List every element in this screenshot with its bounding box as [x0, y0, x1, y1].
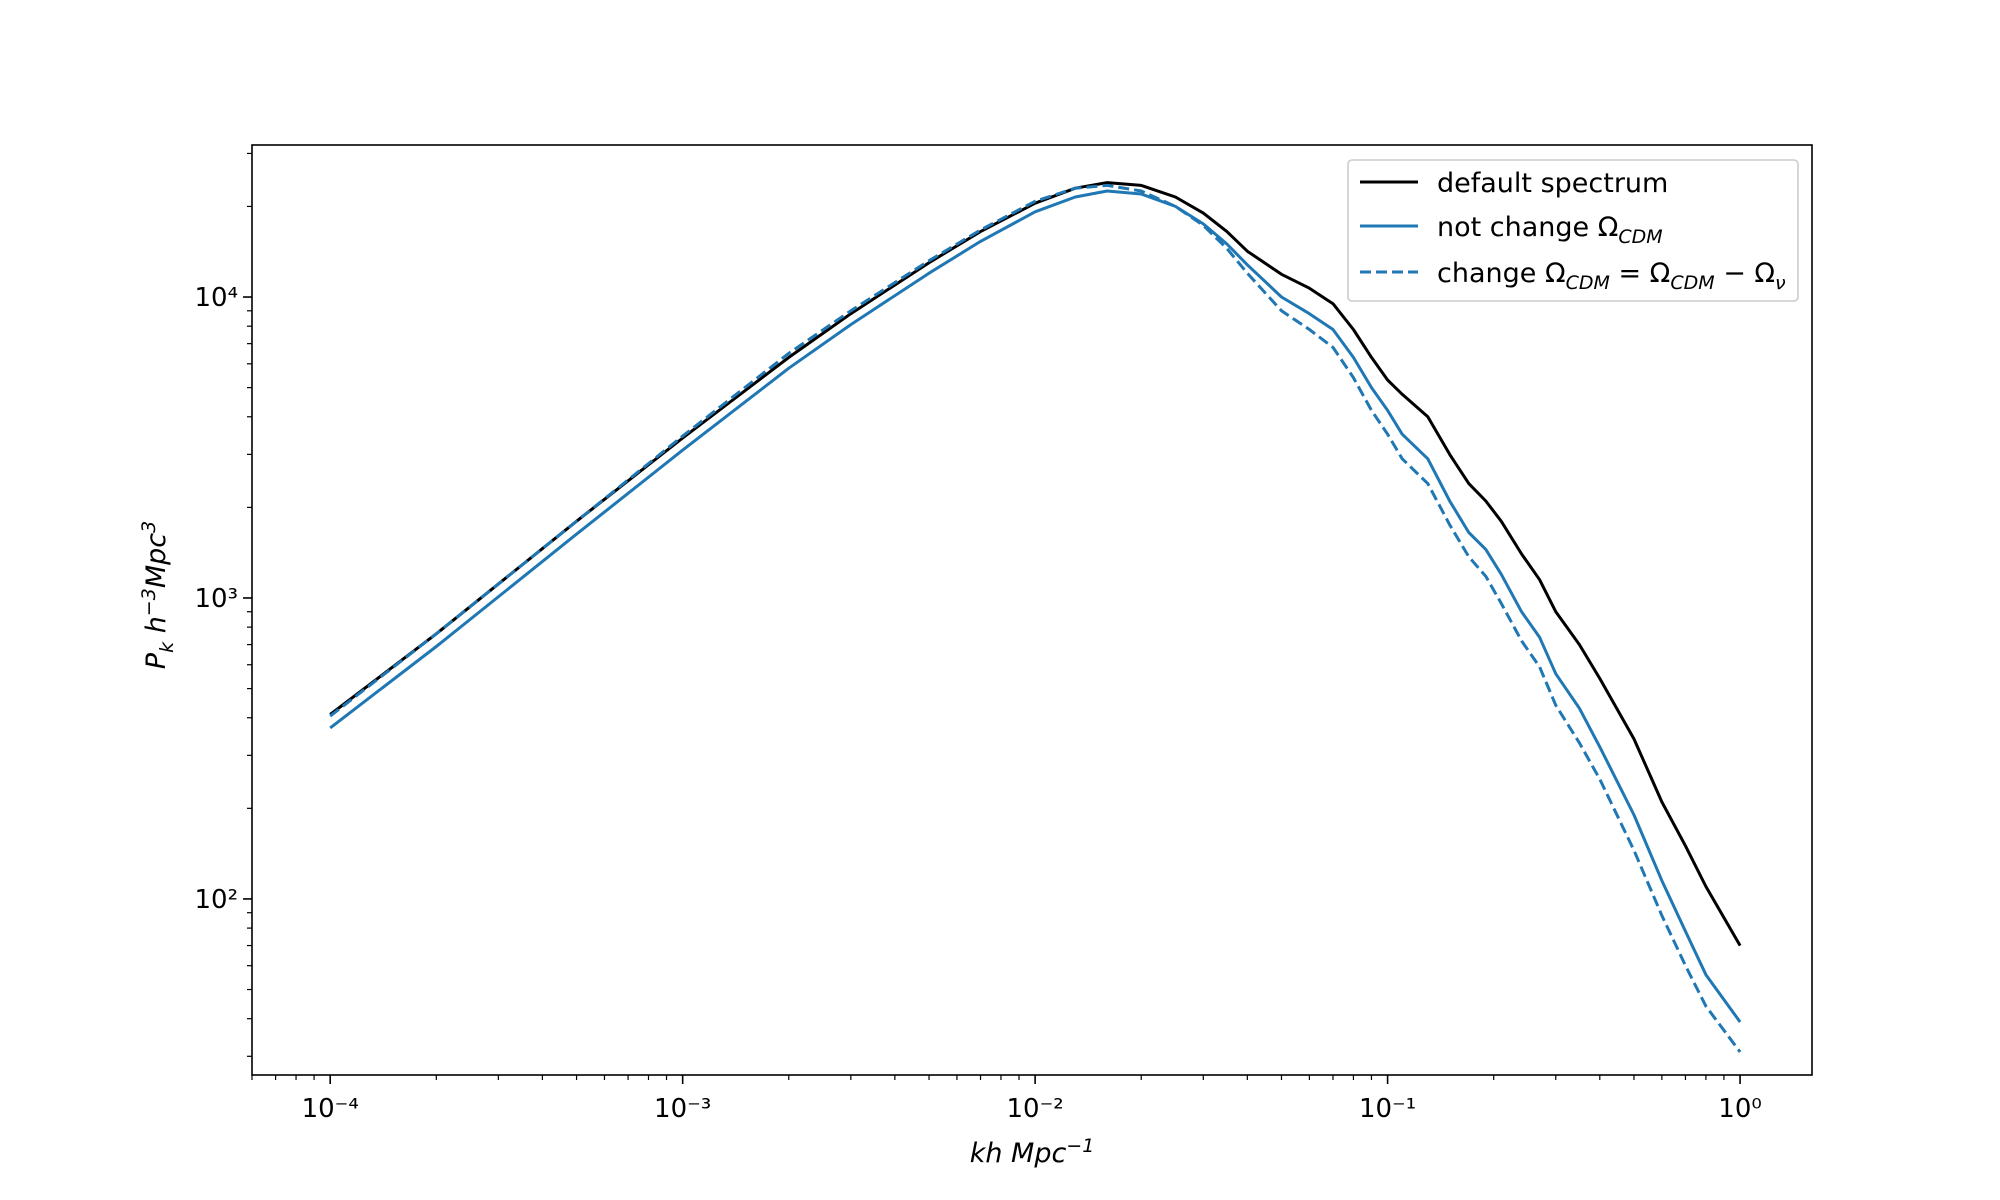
y-tick-label: 10²: [194, 885, 238, 915]
legend-label-not-change: not change ΩCDM: [1437, 212, 1663, 248]
y-tick-label: 10³: [194, 584, 238, 614]
x-tick-label: 10⁻²: [1007, 1094, 1064, 1124]
x-tick-label: 10⁻⁴: [302, 1094, 359, 1124]
series-line-2: [329, 189, 1742, 1023]
legend-label-change: change ΩCDM = ΩCDM − Ων: [1437, 258, 1786, 294]
legend: default spectrum not change ΩCDM change …: [1347, 159, 1799, 302]
x-tick-label: 10⁰: [1718, 1094, 1762, 1124]
series-line-1: [329, 181, 1742, 947]
x-axis-label: kh Mpc−1: [970, 1135, 1095, 1169]
axis-ticks: 10⁻⁴ 10⁻³ 10⁻² 10⁻¹ 10⁰ 10² 10³ 10⁴: [194, 152, 1762, 1124]
legend-box: [1347, 159, 1799, 302]
series-line-3: [329, 183, 1742, 1053]
y-axis-label: Pk h−3Mpc3: [138, 521, 178, 669]
series-layer: [329, 181, 1742, 1053]
plot-area-frame: [251, 144, 1813, 1076]
x-tick-label: 10⁻³: [654, 1094, 711, 1124]
x-tick-label: 10⁻¹: [1359, 1094, 1416, 1124]
legend-label-default: default spectrum: [1437, 168, 1668, 199]
y-tick-label: 10⁴: [194, 283, 238, 313]
